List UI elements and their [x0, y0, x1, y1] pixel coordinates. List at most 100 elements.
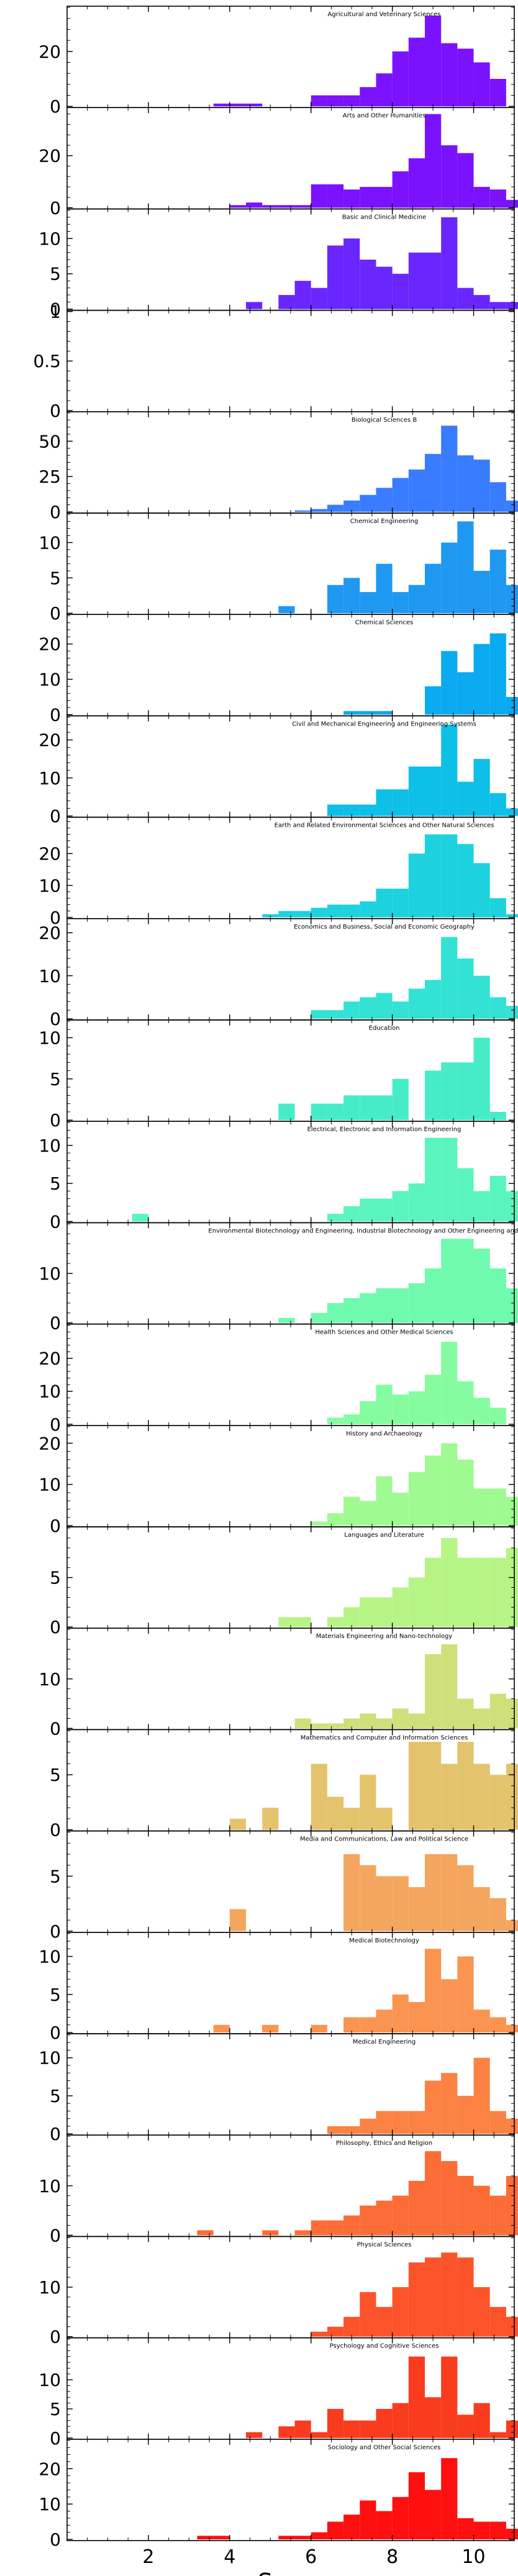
panel-24: 0 10 20 Sociology and Other Social Sciences [39, 2439, 518, 2550]
histogram-bar [197, 2536, 214, 2539]
histogram-bar [278, 606, 295, 614]
histogram-bar [506, 1920, 518, 1931]
panel-title: Media and Communications, Law and Politi… [300, 1836, 468, 1843]
histogram-bar [392, 171, 409, 208]
histogram-bar [441, 2356, 458, 2438]
panel-title: Sociology and Other Social Sciences [328, 2444, 441, 2451]
panel-title: Civil and Mechanical Engineering and Eng… [292, 721, 476, 727]
histogram-bar [246, 302, 263, 309]
histogram-bar [473, 975, 490, 1019]
y-tick-label: 10 [39, 875, 61, 896]
histogram-bar [408, 2111, 425, 2134]
histogram-bar [278, 1103, 295, 1121]
histogram-bar [376, 1718, 393, 1729]
histogram-bar [408, 158, 425, 208]
histogram-bar [425, 16, 442, 107]
histogram-bar [262, 2024, 279, 2032]
y-tick-label: 5 [50, 1866, 61, 1886]
histogram-bar [360, 592, 376, 614]
histogram-bar [311, 2432, 327, 2438]
panel-title: Agricultural and Veterinary Sciences [328, 11, 441, 18]
histogram-bar [489, 1111, 506, 1121]
x-axis-label: Score [258, 2569, 324, 2576]
histogram-bar [408, 2262, 425, 2337]
histogram-bar [311, 2331, 327, 2337]
histogram-bar [311, 2220, 327, 2236]
histogram-bar [360, 494, 376, 512]
panel-title: Medical Engineering [353, 2039, 416, 2046]
x-tick-label: 10 [461, 2546, 485, 2568]
histogram-bar [506, 199, 518, 208]
histogram-bar [489, 549, 506, 614]
histogram-bar [408, 2356, 425, 2438]
histogram-bar [425, 2257, 442, 2337]
histogram-bar [457, 1062, 474, 1121]
histogram-bar [376, 2200, 393, 2236]
histogram-bar [392, 888, 409, 917]
histogram-bar [360, 1401, 376, 1424]
histogram-bar [457, 1865, 474, 1931]
histogram-bar [457, 958, 474, 1019]
histogram-bar [425, 1375, 442, 1424]
histogram-bar [489, 2111, 506, 2134]
y-tick-label: 10 [39, 1381, 61, 1402]
y-tick-label: 0 [50, 2124, 61, 2144]
histogram-bar [294, 911, 311, 917]
histogram-bar [457, 2518, 474, 2539]
histogram-bar [327, 184, 344, 208]
histogram-bar [408, 1391, 425, 1424]
histogram-bar [489, 1488, 506, 1526]
histogram-bar [376, 1876, 393, 1931]
histogram-bar [376, 1476, 393, 1526]
panel-12: 0 10 Environmental Biotechnology and Engin… [39, 1222, 518, 1334]
histogram-bar [376, 488, 393, 512]
histogram-bar [473, 1764, 490, 1830]
panel-title: Chemical Sciences [355, 619, 414, 626]
histogram-bar [457, 2175, 474, 2236]
histogram-bar [376, 1385, 393, 1424]
histogram-bar [489, 1268, 506, 1323]
histogram-bar [376, 2511, 393, 2539]
histogram-bar [425, 980, 442, 1019]
histogram-bar [457, 153, 474, 208]
panel-title: Philosophy, Ethics and Religion [336, 2140, 432, 2147]
panel-16: 0 10 Materials Engineering and Nano-techno… [39, 1627, 518, 1739]
histogram-bar [473, 1191, 490, 1222]
histogram-bar [473, 1398, 490, 1424]
y-tick-label: 0 [50, 1110, 61, 1131]
histogram-bar [489, 78, 506, 107]
histogram-bar [408, 1713, 425, 1729]
histogram-bar [376, 888, 393, 917]
panel-0: 0 20 Agricultural and Veterinary Sciences [39, 6, 515, 117]
histogram-bar [441, 1342, 458, 1424]
histogram-bar [441, 651, 458, 715]
histogram-bar [473, 644, 490, 715]
histogram-bar [473, 2009, 490, 2032]
histogram-bar [327, 1303, 344, 1323]
y-tick-label: 0 [50, 2428, 61, 2449]
histogram-bar [327, 2326, 344, 2337]
panel-19: 0 5 10 Medical Biotechnology [39, 1932, 518, 2043]
y-tick-label: 5 [50, 1069, 61, 1090]
panel-title: Medical Biotechnology [349, 1937, 419, 1944]
histogram-bar [408, 469, 425, 512]
histogram-bar [473, 459, 490, 512]
histogram-bar [392, 1288, 409, 1323]
histogram-bar [343, 1206, 360, 1222]
histogram-bar [457, 521, 474, 614]
histogram-bar [392, 1191, 409, 1222]
histogram-bar [360, 2118, 376, 2134]
histogram-bar [360, 260, 376, 309]
panel-title: Electrical, Electronic and Information E… [307, 1126, 461, 1133]
histogram-bar [489, 1408, 506, 1424]
y-tick-label: 50 [39, 431, 61, 452]
panel-17: 0 5 Mathematics and Computer and Informati… [50, 1729, 518, 1841]
histogram-bar [441, 542, 458, 614]
panel-title: Health Sciences and Other Medical Scienc… [315, 1329, 453, 1336]
histogram-bar [311, 908, 327, 917]
panel-title: Basic and Clinical Medicine [342, 214, 427, 221]
histogram-bar [457, 1168, 474, 1222]
histogram-bar [376, 266, 393, 309]
y-tick-label: 5 [50, 1765, 61, 1785]
histogram-bar [473, 863, 490, 917]
